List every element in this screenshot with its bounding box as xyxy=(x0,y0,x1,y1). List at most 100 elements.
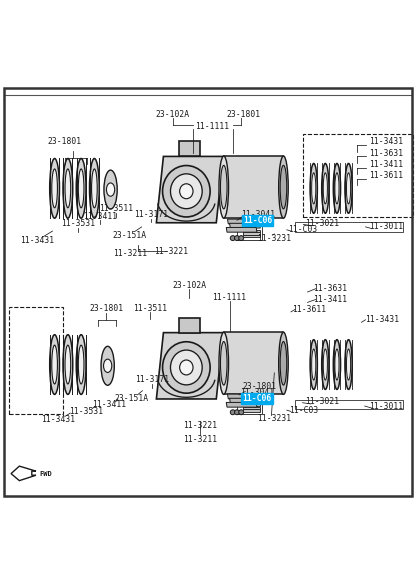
Ellipse shape xyxy=(63,158,73,218)
Text: 11-3511: 11-3511 xyxy=(133,304,167,313)
Polygon shape xyxy=(243,232,260,235)
Polygon shape xyxy=(228,394,258,399)
Ellipse shape xyxy=(89,158,99,218)
Polygon shape xyxy=(224,156,283,218)
Text: 11-3411: 11-3411 xyxy=(313,295,347,304)
Ellipse shape xyxy=(220,165,227,209)
Ellipse shape xyxy=(163,165,210,217)
Ellipse shape xyxy=(171,350,202,385)
Ellipse shape xyxy=(180,184,193,199)
Text: 11-3531: 11-3531 xyxy=(61,219,95,228)
Text: 11-C06: 11-C06 xyxy=(242,394,272,403)
Ellipse shape xyxy=(52,345,57,384)
Ellipse shape xyxy=(312,173,316,204)
Ellipse shape xyxy=(106,183,115,196)
Text: 11-3611: 11-3611 xyxy=(292,305,327,314)
Text: 11-3611: 11-3611 xyxy=(369,172,404,180)
Ellipse shape xyxy=(345,164,352,213)
Ellipse shape xyxy=(347,173,351,204)
Text: 23-102A: 23-102A xyxy=(172,281,206,290)
Ellipse shape xyxy=(310,164,317,213)
Ellipse shape xyxy=(279,332,288,394)
Text: 11-3431: 11-3431 xyxy=(365,315,399,324)
Ellipse shape xyxy=(335,173,339,204)
Ellipse shape xyxy=(50,158,59,218)
Ellipse shape xyxy=(180,360,193,375)
Text: 11-3211: 11-3211 xyxy=(183,434,217,444)
Text: 11-3431: 11-3431 xyxy=(20,236,54,245)
Text: 11-3531: 11-3531 xyxy=(69,407,103,416)
Text: 23-1801: 23-1801 xyxy=(243,382,277,391)
Text: 11-3631: 11-3631 xyxy=(313,284,347,293)
Ellipse shape xyxy=(322,164,329,213)
Text: 11-3231: 11-3231 xyxy=(257,414,291,423)
Ellipse shape xyxy=(280,342,287,385)
Text: 11-3221: 11-3221 xyxy=(183,422,217,430)
Ellipse shape xyxy=(323,349,327,380)
Polygon shape xyxy=(228,219,258,224)
Text: 11-3411: 11-3411 xyxy=(92,400,126,409)
Ellipse shape xyxy=(347,349,351,380)
Ellipse shape xyxy=(78,169,84,208)
Polygon shape xyxy=(230,223,260,228)
Ellipse shape xyxy=(345,340,352,390)
Text: 11-3211: 11-3211 xyxy=(113,249,147,258)
Ellipse shape xyxy=(171,174,202,208)
Text: 11-3431: 11-3431 xyxy=(369,137,404,146)
Text: 23-1801: 23-1801 xyxy=(48,137,82,146)
Text: FWD: FWD xyxy=(39,471,52,477)
Polygon shape xyxy=(156,333,223,399)
Ellipse shape xyxy=(335,349,339,380)
Text: 11-3041: 11-3041 xyxy=(241,210,275,219)
Text: 11-3021: 11-3021 xyxy=(305,397,339,406)
Ellipse shape xyxy=(219,156,228,218)
Polygon shape xyxy=(230,398,260,403)
Ellipse shape xyxy=(63,335,73,394)
Ellipse shape xyxy=(333,164,341,213)
Polygon shape xyxy=(243,235,260,237)
Circle shape xyxy=(230,410,235,415)
Ellipse shape xyxy=(220,342,227,385)
Ellipse shape xyxy=(101,346,114,385)
Text: 11-3171: 11-3171 xyxy=(134,210,168,219)
Text: 23-102A: 23-102A xyxy=(156,110,190,119)
Ellipse shape xyxy=(280,165,287,209)
Ellipse shape xyxy=(76,158,86,218)
Circle shape xyxy=(230,235,235,241)
Ellipse shape xyxy=(104,170,117,209)
Text: 11-3511: 11-3511 xyxy=(99,204,133,213)
Polygon shape xyxy=(226,227,257,232)
Ellipse shape xyxy=(312,349,316,380)
Text: 23-1801: 23-1801 xyxy=(89,304,124,313)
Ellipse shape xyxy=(104,359,112,373)
Text: 11-1111: 11-1111 xyxy=(213,293,247,303)
Text: 11-3411: 11-3411 xyxy=(369,160,404,169)
Polygon shape xyxy=(243,230,260,232)
Text: 11-3011: 11-3011 xyxy=(369,402,404,411)
Text: 11-3631: 11-3631 xyxy=(369,148,404,158)
Polygon shape xyxy=(243,404,260,406)
Text: 11-3171: 11-3171 xyxy=(135,376,169,384)
Polygon shape xyxy=(179,318,201,333)
Circle shape xyxy=(239,235,244,241)
Ellipse shape xyxy=(323,173,327,204)
Text: 11-3411: 11-3411 xyxy=(83,211,117,221)
Text: 11-3011: 11-3011 xyxy=(369,223,404,231)
Text: 11-C03: 11-C03 xyxy=(289,406,318,415)
Polygon shape xyxy=(179,141,201,157)
Text: 11-1111: 11-1111 xyxy=(195,121,229,131)
Text: 11-3041: 11-3041 xyxy=(240,388,274,397)
Text: 11-3431: 11-3431 xyxy=(41,415,75,424)
Ellipse shape xyxy=(333,340,341,390)
Circle shape xyxy=(235,410,240,415)
Polygon shape xyxy=(243,409,260,412)
Ellipse shape xyxy=(76,335,86,394)
Text: 11-C06: 11-C06 xyxy=(243,216,272,225)
Ellipse shape xyxy=(65,345,71,384)
Polygon shape xyxy=(226,402,257,407)
Polygon shape xyxy=(156,157,223,223)
Circle shape xyxy=(235,235,240,241)
Text: 23-151A: 23-151A xyxy=(114,394,149,404)
Text: 11-3021: 11-3021 xyxy=(305,219,339,228)
Polygon shape xyxy=(224,332,283,394)
